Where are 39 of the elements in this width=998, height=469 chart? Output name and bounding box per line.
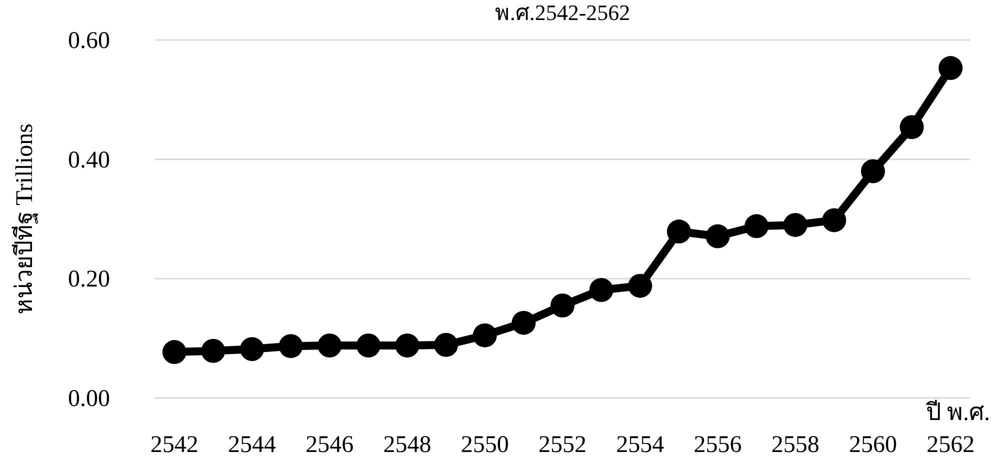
point bbox=[395, 333, 420, 358]
x-tick-label: 2560 bbox=[848, 432, 897, 458]
y-axis-title: หน่วยปีทีฐ Trillions bbox=[11, 124, 38, 314]
x-tick-label: 2554 bbox=[616, 432, 664, 458]
point bbox=[278, 334, 303, 358]
x-tick-label: 2556 bbox=[694, 432, 742, 458]
x-tick-label: 2562 bbox=[926, 432, 975, 458]
x-tick-label: 2558 bbox=[771, 432, 820, 458]
point bbox=[900, 115, 924, 140]
point bbox=[550, 294, 574, 318]
point bbox=[589, 278, 614, 302]
x-tick-label: 2542 bbox=[150, 432, 198, 458]
y-tick-label: 0.00 bbox=[68, 386, 110, 412]
point bbox=[628, 274, 652, 298]
point bbox=[201, 338, 226, 363]
x-tick-label: 2548 bbox=[383, 432, 432, 458]
point bbox=[822, 208, 846, 232]
point bbox=[434, 332, 458, 357]
point bbox=[860, 159, 885, 184]
point bbox=[706, 224, 730, 248]
point bbox=[162, 340, 186, 364]
point bbox=[472, 323, 497, 348]
point bbox=[512, 310, 536, 335]
point bbox=[938, 56, 963, 80]
y-tick-label: 0.60 bbox=[68, 28, 110, 54]
x-tick-label: 2544 bbox=[228, 432, 276, 458]
point bbox=[240, 337, 264, 362]
point bbox=[666, 220, 691, 244]
point bbox=[318, 333, 342, 358]
point bbox=[783, 212, 808, 237]
y-tick-label: 0.40 bbox=[68, 147, 110, 174]
y-tick-label: 0.20 bbox=[68, 266, 110, 293]
point bbox=[744, 214, 769, 238]
x-tick-label: 2550 bbox=[460, 432, 509, 458]
chart-title: พ.ศ.2542-2562 bbox=[494, 0, 630, 25]
point bbox=[356, 333, 380, 358]
x-axis-title: ปี พ.ศ. bbox=[925, 399, 990, 426]
x-tick-label: 2552 bbox=[538, 432, 586, 458]
x-tick-label: 2546 bbox=[306, 432, 354, 458]
